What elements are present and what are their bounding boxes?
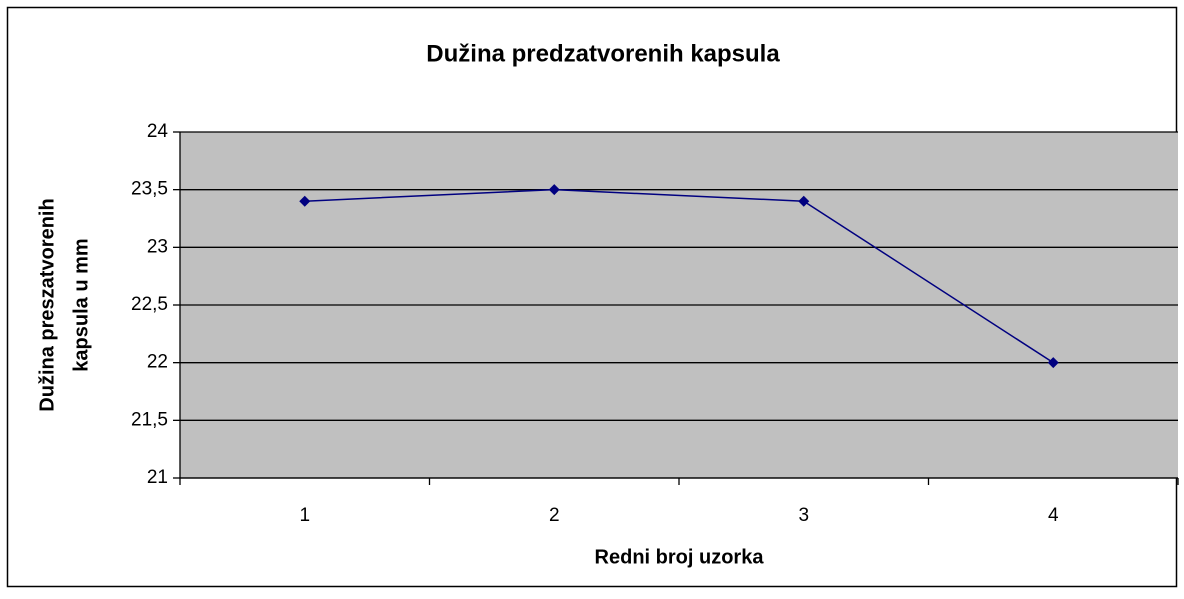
y-tick-label: 21 (147, 467, 168, 488)
y-axis-label: Dužina preszatvorenih (36, 198, 58, 411)
x-tick-label: 4 (1048, 505, 1059, 526)
x-axis-label: Redni broj uzorka (595, 546, 765, 568)
y-tick-label: 24 (147, 121, 169, 142)
x-tick-label: 2 (549, 505, 560, 526)
data-point (798, 195, 810, 207)
data-point (299, 195, 311, 207)
x-tick-label: 3 (798, 505, 809, 526)
y-tick-label: 21,5 (131, 409, 168, 430)
y-tick-label: 23,5 (131, 179, 168, 200)
y-tick-label: 22 (147, 352, 168, 373)
data-point (1047, 357, 1059, 369)
series-line (304, 188, 1054, 364)
y-tick-label: 22,5 (131, 294, 168, 315)
y-axis-label: kapsula u mm (70, 238, 92, 371)
y-tick-label: 23 (147, 236, 168, 257)
data-point (548, 184, 560, 196)
x-tick-label: 1 (299, 505, 310, 526)
chart-title: Dužina predzatvorenih kapsula (426, 40, 780, 67)
